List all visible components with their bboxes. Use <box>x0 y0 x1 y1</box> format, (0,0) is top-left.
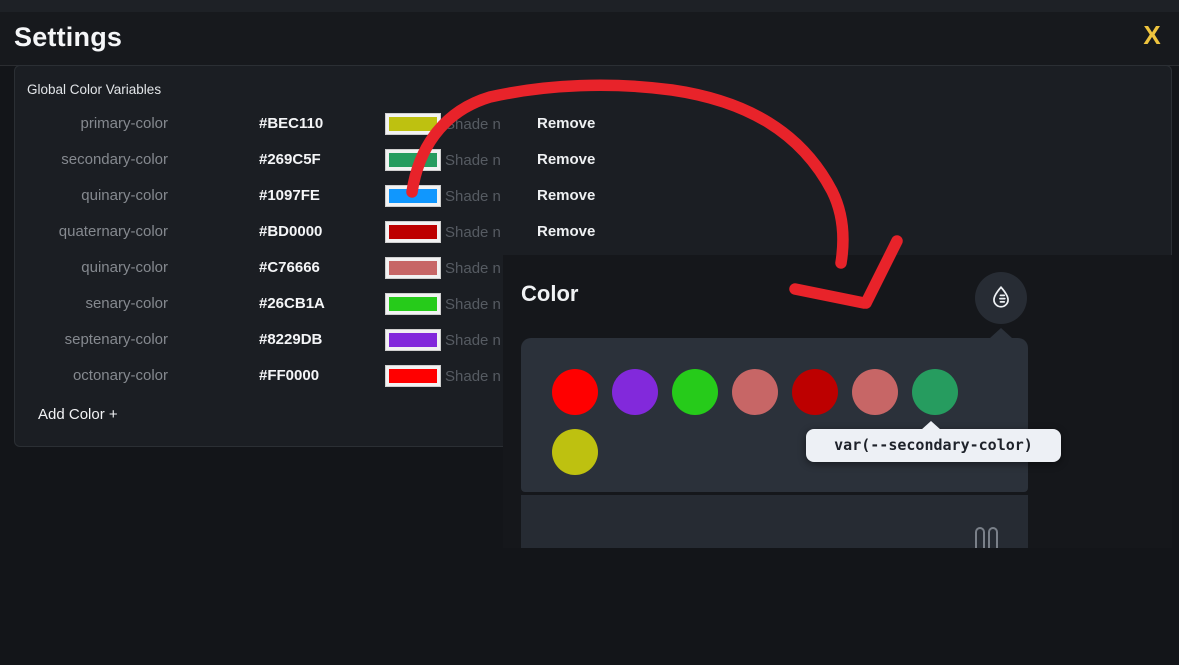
palette-color-circle[interactable] <box>672 369 718 415</box>
shade-name-input[interactable] <box>445 220 517 244</box>
variable-tooltip: var(--secondary-color) <box>806 421 1061 462</box>
color-swatch-input[interactable] <box>385 113 441 135</box>
tooltip-caret <box>921 421 941 430</box>
variable-hex-value: #C76666 <box>259 259 320 276</box>
section-title: Global Color Variables <box>27 82 162 97</box>
color-swatch-fill <box>389 153 437 167</box>
palette-color-circle[interactable] <box>912 369 958 415</box>
palette-color-circle[interactable] <box>732 369 778 415</box>
color-variable-row: primary-color #BEC110 Remove <box>15 106 1171 142</box>
color-swatch-input[interactable] <box>385 149 441 171</box>
shade-name-input[interactable] <box>445 148 517 172</box>
color-swatch-input[interactable] <box>385 257 441 279</box>
variable-name-label: octonary-color <box>72 367 168 384</box>
variable-hex-value: #BEC110 <box>259 115 324 132</box>
remove-button[interactable]: Remove <box>537 178 595 214</box>
variable-hex-value: #26CB1A <box>259 295 325 312</box>
color-swatch-fill <box>389 189 437 203</box>
picker-footer-strip <box>521 495 1028 548</box>
color-swatch-fill <box>389 117 437 131</box>
palette-color-circle[interactable] <box>552 369 598 415</box>
remove-button[interactable]: Remove <box>537 106 595 142</box>
shade-name-input[interactable] <box>445 184 517 208</box>
columns-icon <box>973 525 1001 548</box>
variable-name-label: primary-color <box>80 115 168 132</box>
variable-name-label: quaternary-color <box>58 223 168 240</box>
color-swatch-fill <box>389 297 437 311</box>
variable-hex-value: #FF0000 <box>259 367 320 384</box>
color-variable-row: quaternary-color #BD0000 Remove <box>15 214 1171 250</box>
color-variable-row: senary-color #26CB1A Remove <box>15 286 1171 322</box>
settings-header: Settings X <box>0 0 1179 66</box>
color-mode-button[interactable] <box>975 272 1027 324</box>
color-variable-row: quinary-color #1097FE Remove <box>15 178 1171 214</box>
color-swatch-fill <box>389 333 437 347</box>
color-swatch-input[interactable] <box>385 365 441 387</box>
color-swatch-fill <box>389 225 437 239</box>
remove-button[interactable]: Remove <box>537 214 595 250</box>
variable-hex-value: #BD0000 <box>259 223 323 240</box>
palette-panel <box>521 338 1028 492</box>
remove-button[interactable]: Remove <box>537 142 595 178</box>
variable-name-label: senary-color <box>85 295 168 312</box>
variable-name-label: secondary-color <box>61 151 168 168</box>
variable-name-label: quinary-color <box>81 259 168 276</box>
popup-caret <box>990 328 1012 338</box>
palette-color-circle[interactable] <box>612 369 658 415</box>
color-swatch-input[interactable] <box>385 293 441 315</box>
variable-hex-value: #1097FE <box>259 187 320 204</box>
color-swatch-input[interactable] <box>385 221 441 243</box>
close-icon[interactable]: X <box>1135 18 1169 52</box>
droplet-icon <box>988 284 1014 313</box>
variable-name-label: quinary-color <box>81 187 168 204</box>
color-picker-popup: Color <box>503 255 1172 548</box>
top-band <box>0 0 1179 12</box>
tooltip-text: var(--secondary-color) <box>834 436 1033 454</box>
page-title: Settings <box>14 22 123 52</box>
color-variable-row: secondary-color #269C5F Remove <box>15 142 1171 178</box>
color-swatch-input[interactable] <box>385 329 441 351</box>
palette-color-circle[interactable] <box>792 369 838 415</box>
palette-color-circle[interactable] <box>552 429 598 475</box>
color-picker-title: Color <box>521 281 579 306</box>
shade-name-input[interactable] <box>445 112 517 136</box>
color-swatch-fill <box>389 261 437 275</box>
variable-hex-value: #269C5F <box>259 151 321 168</box>
add-color-button[interactable]: Add Color + <box>38 406 118 423</box>
color-variable-row: octonary-color #FF0000 Remove <box>15 358 1171 394</box>
variable-hex-value: #8229DB <box>259 331 323 348</box>
variable-name-label: septenary-color <box>64 331 168 348</box>
color-swatch-fill <box>389 369 437 383</box>
color-swatch-input[interactable] <box>385 185 441 207</box>
palette-color-circle[interactable] <box>852 369 898 415</box>
